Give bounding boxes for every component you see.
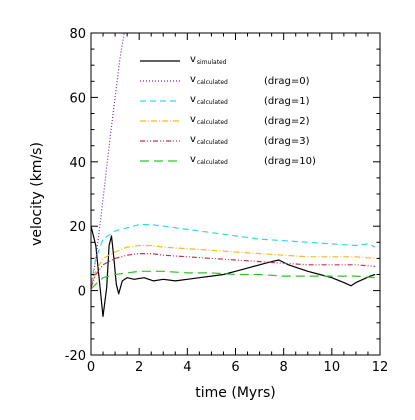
legend-label-sub-4: calculated <box>197 139 228 146</box>
x-axis-label: time (Myrs) <box>195 385 275 401</box>
series-line-3 <box>91 244 376 288</box>
legend-label-2: vcalculated <box>190 94 228 106</box>
series-line-4 <box>91 253 376 288</box>
legend-label-3: vcalculated <box>190 114 228 126</box>
plot-frame <box>90 32 381 356</box>
y-tick-label-0: 0 <box>78 285 86 300</box>
y-tick-label-80: 80 <box>69 27 86 42</box>
legend-label-sub-2: calculated <box>197 99 228 106</box>
legend-label-sub-3: calculated <box>197 119 228 126</box>
legend: vsimulated vcalculated (drag=0) vcalculated… <box>140 54 316 167</box>
x-tick-label-0: 0 <box>87 360 95 375</box>
x-tick-label-10: 10 <box>324 360 341 375</box>
legend-label-extra-4: (drag=3) <box>264 136 310 147</box>
plot-layer <box>91 33 376 317</box>
legend-label-sub-1: calculated <box>197 79 228 86</box>
legend-label-0: vsimulated <box>190 54 227 66</box>
legend-label-4: vcalculated <box>190 134 228 146</box>
x-tick-label-6: 6 <box>231 360 239 375</box>
legend-label-5: vcalculated <box>190 154 228 166</box>
series-line-1 <box>91 33 125 291</box>
x-tick-label-12: 12 <box>372 360 389 375</box>
y-tick-label--20: -20 <box>65 349 86 364</box>
x-tick-label-4: 4 <box>183 360 191 375</box>
series-line-5 <box>91 270 376 290</box>
legend-label-extra-5: (drag=10) <box>264 156 316 167</box>
legend-label-1: vcalculated <box>190 74 228 86</box>
legend-label-extra-3: (drag=2) <box>264 116 310 127</box>
y-tick-label-40: 40 <box>69 156 86 171</box>
series-lines <box>91 33 376 317</box>
x-tick-label-8: 8 <box>280 360 288 375</box>
legend-label-sub-5: calculated <box>197 159 228 166</box>
series-line-2 <box>91 224 376 285</box>
y-tick-label-20: 20 <box>69 220 86 235</box>
x-tick-label-2: 2 <box>135 360 143 375</box>
y-tick-label-60: 60 <box>69 91 86 106</box>
legend-label-extra-1: (drag=0) <box>264 76 310 87</box>
legend-label-extra-2: (drag=1) <box>264 96 310 107</box>
legend-label-sub-0: simulated <box>197 59 227 66</box>
y-axis-label: velocity (km/s) <box>29 142 45 246</box>
series-line-0 <box>91 226 376 317</box>
